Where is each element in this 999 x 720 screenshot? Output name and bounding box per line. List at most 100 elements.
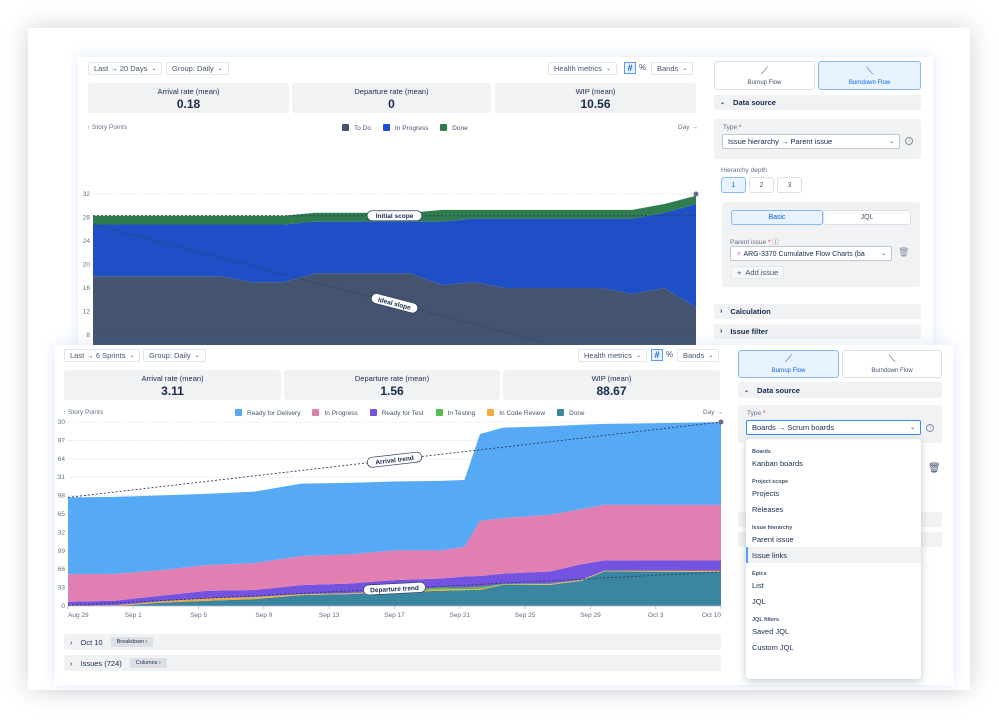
y-axis-title: ↑ Story Points [87,124,128,131]
legend-swatch [487,409,495,416]
menu-item[interactable]: JQL [752,596,766,606]
area-in-progress [68,504,721,602]
issue-filter-section[interactable]: › Issue filter [714,324,921,339]
legend-item[interactable]: Done [557,409,585,417]
burnup-report-card: Last → 6 Sprints ⌄ Group: Daily ⌄ Health m… [55,345,953,685]
burndown-icon: ⟍ [888,354,896,365]
menu-item[interactable]: Saved JQL [752,626,790,636]
menu-item[interactable]: Releases [752,504,784,514]
data-source-section[interactable]: ⌄ Data source [714,95,921,110]
legend-item[interactable]: In Progress [312,409,358,417]
add-issue-button[interactable]: + Add issue [731,266,785,279]
metric-value: 88.67 [596,384,627,398]
x-tick-label: Sep 21 [449,612,470,619]
chevron-right-icon: › [720,308,723,315]
date-breakdown-row[interactable]: › Oct 10 Breakdown › [64,634,721,650]
health-metrics-select[interactable]: Health metrics ⌄ [578,349,647,362]
annotation-pill [370,293,419,314]
depth-1-option[interactable]: 1 [721,177,746,193]
area-ready-for-test [68,560,721,606]
metric-value: 0.18 [176,97,201,111]
legend-item[interactable]: Ready for Delivery [235,409,300,417]
option-label: 3 [787,181,792,189]
jql-mode-tab[interactable]: JQL [823,210,911,225]
breakdown-button[interactable]: Breakdown › [110,637,154,647]
y-tick-label: 16 [83,285,91,292]
chevron-down-icon: ⌄ [880,251,886,257]
chevron-down-icon: ⌄ [888,139,894,145]
legend-label: To Do [354,125,371,132]
issues-row[interactable]: › Issues (724) Columns › [64,655,721,671]
percent-toggle[interactable]: % [666,350,674,359]
menu-item[interactable]: Custom JQL [752,642,794,652]
area-done [93,195,696,225]
bands-select[interactable]: Bands ⌄ [651,62,694,75]
epic-icon: ✧ [736,250,742,258]
chevron-down-icon: ⌄ [605,66,611,72]
button-label: Add issue [745,268,779,277]
metric-value: 10.56 [580,97,611,111]
legend-swatch [435,409,443,416]
health-metrics-select[interactable]: Health metrics ⌄ [548,62,617,75]
burnup-icon: ⟋ [761,65,768,77]
y-tick-label: 28 [83,215,91,222]
count-toggle[interactable]: # [624,62,636,74]
depth-2-option[interactable]: 2 [749,177,774,193]
menu-item[interactable]: List [752,580,764,590]
plus-icon: + [737,268,742,277]
burnup-icon: ⟋ [785,354,792,365]
legend-item[interactable]: Done [440,124,468,132]
trash-icon[interactable]: 🗑 [898,247,910,257]
chevron-right-icon: › [70,658,73,668]
trash-icon[interactable]: 🗑 [928,463,941,474]
wip-metric: WIP (mean) 10.56 [495,83,696,113]
y-tick-label: 12 [83,309,91,316]
info-icon[interactable]: i [926,424,934,432]
end-marker[interactable] [693,191,699,197]
burndown-flow-option[interactable]: ⟍ Burndown Flow [842,350,942,378]
tab-label: Basic [768,214,786,221]
required-mark: * [762,410,766,417]
legend-item[interactable]: In Progress [382,124,429,132]
count-toggle[interactable]: # [651,349,663,361]
legend-item[interactable]: In Code Review [487,409,545,417]
burnup-chart: 0 33 66 99 32 65 98:31 64 97 30 Aug 29 Sep 1 Sep 5 Se… [56,419,724,619]
legend-item[interactable]: To Do [342,124,371,132]
menu-item[interactable]: Projects [752,488,780,498]
required-mark: * [767,239,771,246]
y-tick-label: 0 [61,603,65,610]
legend-item[interactable]: Ready for Test [369,409,424,417]
x-tick-label: Oct 3 [648,612,664,619]
range-select[interactable]: Last → 6 Sprints ⌄ [64,349,141,362]
menu-item[interactable]: Kanban boards [752,458,803,468]
annotation-pill [366,451,423,468]
percent-toggle[interactable]: % [639,63,647,72]
data-source-section[interactable]: ⌄ Data source [738,382,942,398]
range-select[interactable]: Last → 20 Days ⌄ [88,62,163,75]
legend-label: In Progress [394,125,429,132]
info-icon[interactable]: i [905,137,913,145]
x-tick-label: Sep 5 [190,612,207,619]
option-label: 1 [731,181,736,189]
menu-group-heading: JQL filters [752,617,780,623]
group-select[interactable]: Group: Daily ⌄ [166,62,229,75]
basic-mode-tab[interactable]: Basic [731,210,823,225]
burndown-flow-option[interactable]: ⟍ Burndown Flow [818,61,921,90]
end-marker[interactable] [718,419,724,425]
menu-group-heading: Epics [752,571,767,577]
bands-select[interactable]: Bands ⌄ [677,349,720,362]
menu-item-highlighted[interactable]: Issue links [746,547,921,563]
legend-item[interactable]: In Testing [435,409,475,417]
menu-item[interactable]: Parent issue [752,534,794,544]
type-select[interactable]: Boards → Scrum boards ⌄ [746,420,921,435]
parent-issue-label: Parent issue * ⓘ [730,236,779,246]
calculation-section[interactable]: › Calculation [714,304,921,319]
type-select[interactable]: Issue hierarchy → Parent issue ⌄ [722,134,900,149]
group-select[interactable]: Group: Daily ⌄ [143,349,206,362]
parent-issue-select[interactable]: ✧ ARG-3370 Cumulative Flow Charts (ba ⌄ [730,246,892,261]
depth-3-option[interactable]: 3 [777,177,802,193]
burnup-flow-option[interactable]: ⟋ Burnup Flow [714,61,815,90]
burndown-icon: ⟍ [866,65,873,77]
columns-button[interactable]: Columns › [129,658,167,668]
burnup-flow-option[interactable]: ⟋ Burnup Flow [738,350,839,378]
